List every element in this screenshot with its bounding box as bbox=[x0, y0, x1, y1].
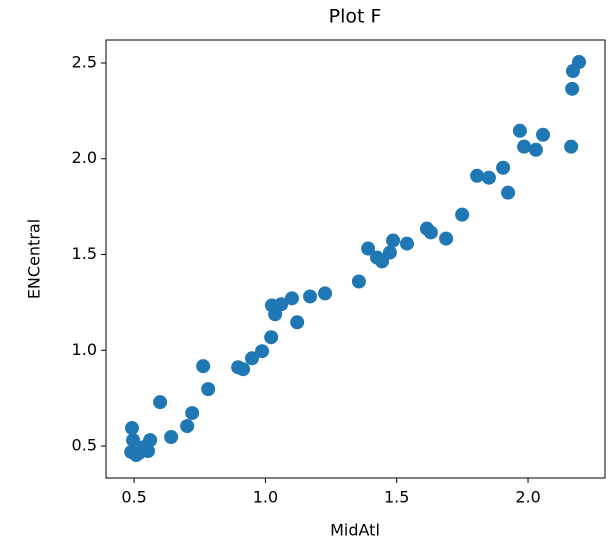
x-axis-label: MidAtl bbox=[330, 521, 380, 540]
point bbox=[236, 362, 251, 377]
point bbox=[318, 286, 333, 301]
point bbox=[264, 330, 279, 345]
point bbox=[481, 170, 496, 185]
point bbox=[303, 289, 318, 304]
x-tick-label: 1.0 bbox=[253, 488, 278, 507]
point bbox=[196, 359, 211, 374]
point bbox=[290, 315, 305, 330]
y-tick-label: 2.5 bbox=[72, 52, 97, 71]
point bbox=[284, 291, 299, 306]
point bbox=[125, 421, 140, 436]
point bbox=[470, 168, 485, 183]
y-tick-label: 1.5 bbox=[72, 244, 97, 263]
point bbox=[185, 406, 200, 421]
point bbox=[164, 430, 179, 445]
y-axis-label: ENCentral bbox=[25, 219, 44, 299]
point bbox=[501, 185, 516, 200]
y-tick-label: 0.5 bbox=[72, 436, 97, 455]
point bbox=[245, 351, 260, 366]
point bbox=[153, 395, 168, 410]
point bbox=[423, 225, 438, 240]
x-tick-label: 1.5 bbox=[384, 488, 409, 507]
point bbox=[517, 139, 532, 154]
point bbox=[439, 231, 454, 246]
point bbox=[375, 254, 390, 269]
point bbox=[386, 233, 401, 248]
point bbox=[564, 139, 579, 154]
plot-frame bbox=[105, 39, 606, 479]
point bbox=[180, 419, 195, 434]
point bbox=[137, 439, 152, 454]
chart-title: Plot F bbox=[329, 6, 382, 28]
x-tick-label: 2.0 bbox=[515, 488, 540, 507]
point bbox=[255, 344, 270, 359]
y-tick-label: 2.0 bbox=[72, 148, 97, 167]
point bbox=[565, 64, 580, 79]
point bbox=[126, 433, 141, 448]
point bbox=[361, 241, 376, 256]
point bbox=[268, 307, 283, 322]
point bbox=[399, 236, 414, 251]
point bbox=[536, 127, 551, 142]
point bbox=[496, 160, 511, 175]
point bbox=[528, 142, 543, 157]
y-tick-label: 1.0 bbox=[72, 340, 97, 359]
point bbox=[565, 81, 580, 96]
point bbox=[201, 382, 216, 397]
point bbox=[351, 274, 366, 289]
point bbox=[512, 123, 527, 138]
point bbox=[455, 207, 470, 222]
x-tick-label: 0.5 bbox=[121, 488, 146, 507]
